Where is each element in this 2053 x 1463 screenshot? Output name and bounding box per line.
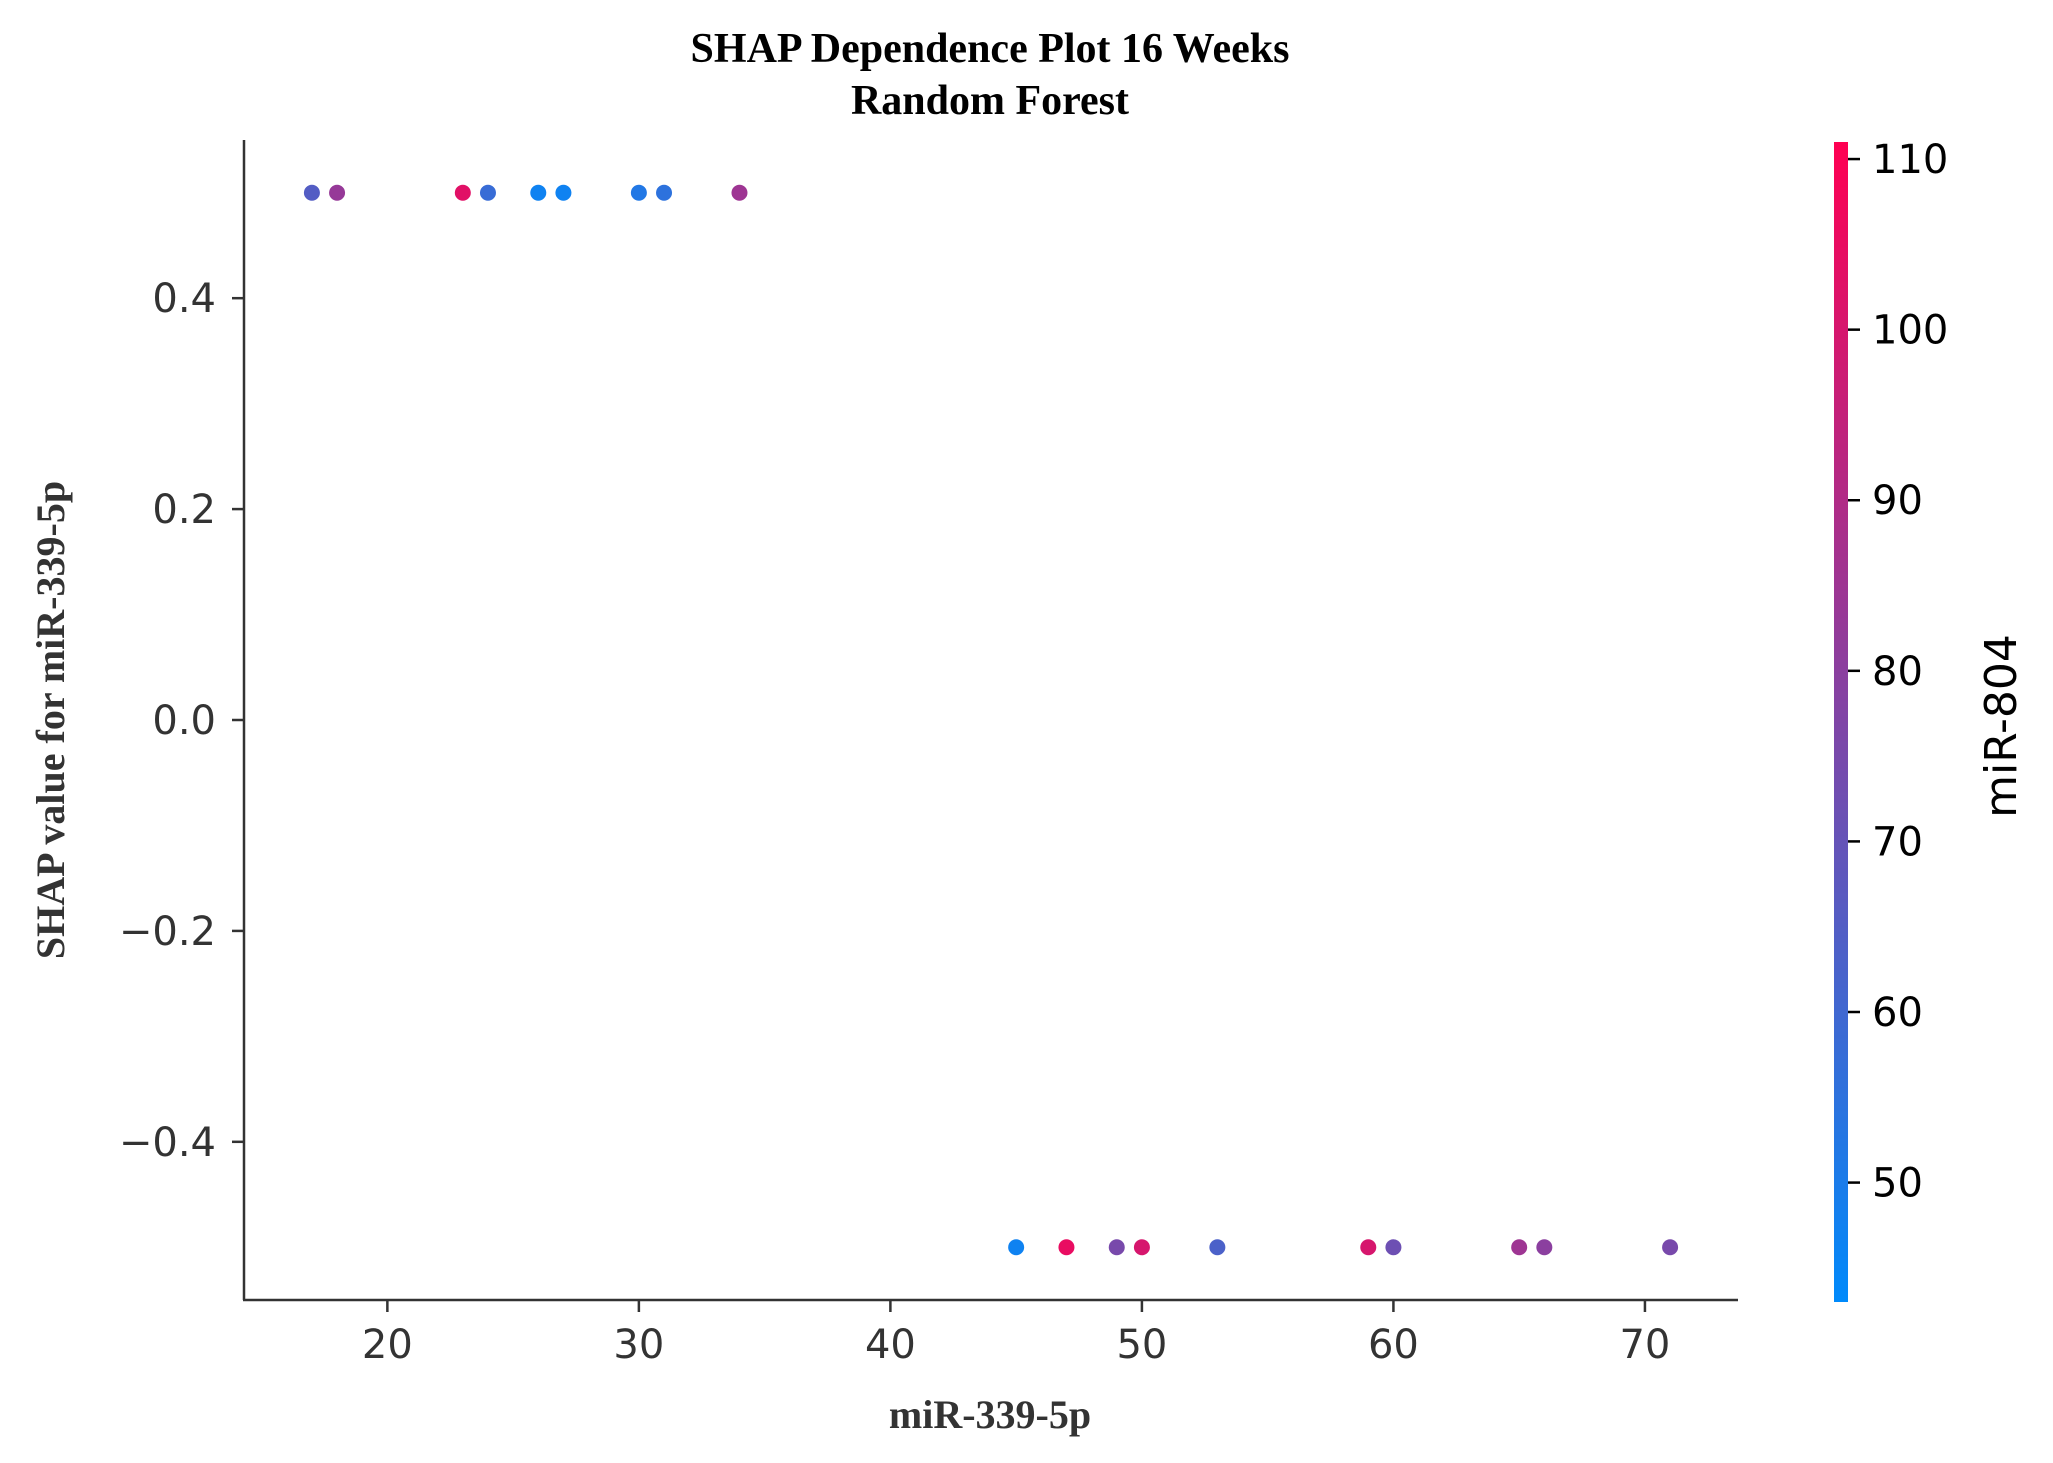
scatter-point: [1008, 1239, 1025, 1256]
scatter-point: [1511, 1239, 1528, 1256]
colorbar-tick-label: 110: [1872, 137, 1948, 183]
scatter-point: [1108, 1239, 1125, 1256]
colorbar-label: miR-804: [1976, 634, 2027, 818]
chart-title: SHAP Dependence Plot 16 Weeks: [691, 26, 1290, 72]
x-tick-label: 50: [1116, 1322, 1167, 1368]
colorbar-gradient: [1834, 142, 1848, 1302]
x-axis-title: miR-339-5p: [889, 1392, 1091, 1437]
scatter-point: [329, 184, 346, 201]
y-tick-label: −0.2: [119, 909, 216, 955]
scatter-point: [731, 184, 748, 201]
colorbar-tick-label: 70: [1872, 819, 1923, 865]
scatter-point: [479, 184, 496, 201]
scatter-point: [1133, 1239, 1150, 1256]
colorbar: 50 60 70 80 90 100 110 miR-804: [1834, 137, 2027, 1302]
scatter-point: [1536, 1239, 1553, 1256]
y-tick-label: 0.4: [152, 276, 216, 322]
y-ticks: −0.4 −0.2 0.0 0.2 0.4: [119, 276, 244, 1166]
scatter-point: [656, 184, 673, 201]
scatter-points: [303, 184, 1679, 1256]
x-tick-label: 40: [865, 1322, 916, 1368]
x-tick-label: 20: [362, 1322, 413, 1368]
scatter-point: [454, 184, 471, 201]
x-ticks: 20 30 40 50 60 70: [362, 1300, 1670, 1368]
colorbar-tick-label: 80: [1872, 649, 1923, 695]
plot-area: 20 30 40 50 60 70 −0.4 −0.2 0.0 0.2 0.4: [119, 140, 1738, 1368]
y-tick-label: 0.2: [152, 487, 216, 533]
scatter-point: [530, 184, 547, 201]
x-tick-label: 70: [1619, 1322, 1670, 1368]
chart-subtitle: Random Forest: [851, 78, 1129, 124]
colorbar-tick-label: 50: [1872, 1161, 1923, 1207]
scatter-point: [1058, 1239, 1075, 1256]
scatter-point: [1360, 1239, 1377, 1256]
scatter-point: [555, 184, 572, 201]
scatter-point: [303, 184, 320, 201]
scatter-point: [1209, 1239, 1226, 1256]
colorbar-tick-label: 60: [1872, 990, 1923, 1036]
y-tick-label: −0.4: [119, 1120, 216, 1166]
y-axis-title: SHAP value for miR-339-5p: [28, 481, 73, 959]
x-tick-label: 60: [1368, 1322, 1419, 1368]
colorbar-tick-label: 100: [1872, 308, 1948, 354]
scatter-point: [1385, 1239, 1402, 1256]
scatter-point: [630, 184, 647, 201]
y-tick-label: 0.0: [152, 698, 216, 744]
colorbar-ticks: 50 60 70 80 90 100 110: [1848, 137, 1948, 1207]
scatter-point: [1662, 1239, 1679, 1256]
colorbar-tick-label: 90: [1872, 478, 1923, 524]
x-tick-label: 30: [613, 1322, 664, 1368]
